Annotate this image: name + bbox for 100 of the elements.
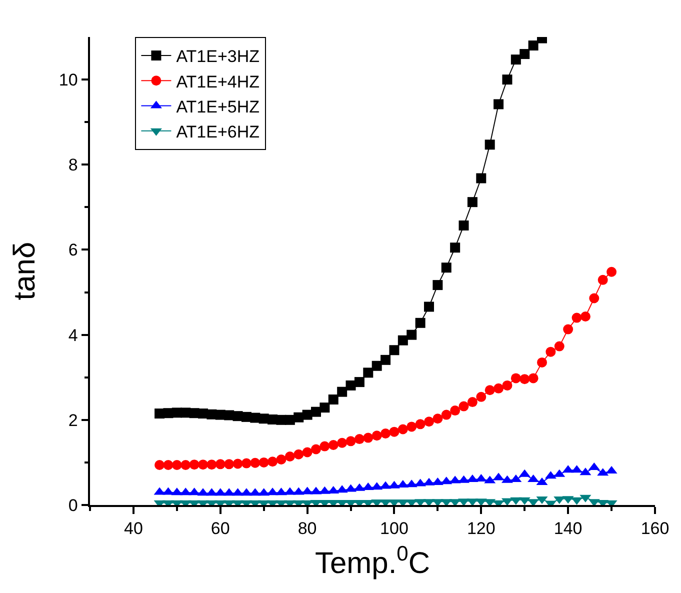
point <box>572 312 582 323</box>
x-tick-label: 40 <box>124 519 143 538</box>
point <box>580 312 590 322</box>
point <box>380 428 391 439</box>
x-tick-label: 160 <box>640 519 670 538</box>
point <box>389 345 400 356</box>
point <box>337 386 348 397</box>
point <box>598 274 608 285</box>
point <box>415 318 426 328</box>
point <box>458 220 469 230</box>
point <box>441 410 452 420</box>
point <box>224 410 234 420</box>
point <box>563 324 574 334</box>
point <box>450 406 460 416</box>
point <box>198 460 208 470</box>
x-axis-title: Temp.$^{0}$C <box>314 542 430 580</box>
point <box>424 416 434 427</box>
point <box>363 368 374 378</box>
point <box>398 424 408 434</box>
point <box>398 335 408 346</box>
point <box>180 460 191 470</box>
point <box>215 459 226 470</box>
point <box>520 374 530 384</box>
point <box>494 99 504 110</box>
x-tick-label: 140 <box>554 519 582 538</box>
legend-label: AT1E+6HZ <box>176 122 260 142</box>
point <box>276 414 286 425</box>
point <box>337 438 348 448</box>
legend-label: AT1E+4HZ <box>176 72 260 92</box>
y-axis-title: tanδ <box>8 242 42 300</box>
y-tick-label: 2 <box>68 410 78 430</box>
point <box>441 262 452 273</box>
point <box>189 460 200 470</box>
point <box>606 266 617 277</box>
point <box>172 460 182 470</box>
point <box>320 441 330 452</box>
point <box>294 412 304 422</box>
point <box>250 412 260 423</box>
point <box>346 436 356 446</box>
x-tick-label: 120 <box>466 519 496 538</box>
y-tick-label: 10 <box>58 70 78 90</box>
point <box>528 40 538 51</box>
point <box>206 409 217 420</box>
point <box>250 458 260 468</box>
point <box>311 406 321 417</box>
point <box>224 459 234 470</box>
y-tick-label: 0 <box>68 496 78 515</box>
point <box>380 354 391 365</box>
point <box>537 357 547 368</box>
point <box>467 197 478 208</box>
x-tick-label: 100 <box>380 519 408 538</box>
point <box>268 456 278 467</box>
point <box>520 49 530 60</box>
point <box>206 460 217 470</box>
point <box>589 293 600 304</box>
point <box>354 377 364 388</box>
point <box>232 458 243 469</box>
point <box>372 360 382 371</box>
point <box>476 392 486 402</box>
point <box>294 449 304 460</box>
point <box>180 408 191 418</box>
point <box>502 380 512 390</box>
point <box>484 140 495 150</box>
point <box>554 341 564 352</box>
point <box>163 408 174 418</box>
point <box>302 447 312 458</box>
point <box>154 460 165 470</box>
point <box>346 380 356 390</box>
point <box>284 452 295 462</box>
point <box>320 402 330 413</box>
y-tick-label: 4 <box>68 326 78 345</box>
point <box>432 280 443 290</box>
point <box>328 394 338 404</box>
point <box>484 385 495 396</box>
point <box>328 440 338 450</box>
point <box>424 302 434 312</box>
legend-label: AT1E+5HZ <box>176 97 260 116</box>
y-tick-label: 8 <box>68 156 78 175</box>
point <box>450 242 460 253</box>
point <box>510 54 521 65</box>
x-tick-label: 60 <box>210 519 230 538</box>
point <box>502 74 512 85</box>
point <box>276 454 286 464</box>
point <box>528 373 538 384</box>
point <box>354 434 364 444</box>
point <box>546 346 556 357</box>
point <box>163 460 174 470</box>
legend-label: AT1E+3HZ <box>176 47 260 66</box>
point <box>363 432 374 443</box>
point <box>494 383 504 394</box>
point <box>510 373 521 384</box>
point <box>415 419 426 430</box>
point <box>258 457 269 468</box>
point <box>389 426 400 437</box>
point <box>406 330 417 340</box>
point <box>241 458 252 468</box>
point <box>458 401 469 412</box>
point <box>476 173 486 184</box>
point <box>432 414 443 424</box>
x-tick-label: 80 <box>298 519 317 538</box>
